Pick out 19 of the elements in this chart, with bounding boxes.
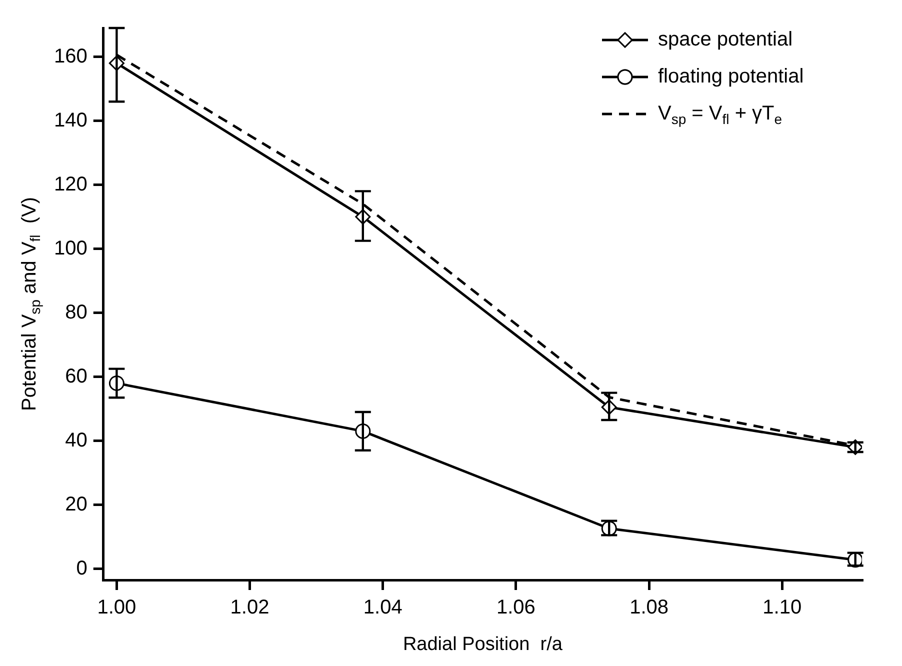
y-tick-label: 120 <box>54 173 88 196</box>
y-axis-title: Potential Vsp and Vfl (V) <box>18 196 43 412</box>
x-tick-label: 1.08 <box>630 596 669 619</box>
x-tick-label: 1.10 <box>762 596 802 619</box>
y-tick-label: 40 <box>65 429 88 452</box>
y-tick-label: 80 <box>65 301 88 324</box>
legend-label: floating potential <box>658 66 804 88</box>
legend-label: space potential <box>658 28 793 51</box>
y-tick-label: 140 <box>54 109 88 132</box>
x-tick-label: 1.06 <box>496 596 536 619</box>
y-tick-label: 60 <box>65 365 88 388</box>
y-tick-label: 20 <box>65 493 88 516</box>
x-axis-title: Radial Position r/a <box>402 634 563 656</box>
y-tick-label: 100 <box>54 237 88 260</box>
x-tick-label: 1.04 <box>363 596 402 619</box>
y-tick-label: 0 <box>76 557 88 580</box>
x-tick-label: 1.02 <box>230 596 270 619</box>
y-tick-label: 160 <box>54 45 88 68</box>
x-tick-label: 1.00 <box>97 596 136 619</box>
